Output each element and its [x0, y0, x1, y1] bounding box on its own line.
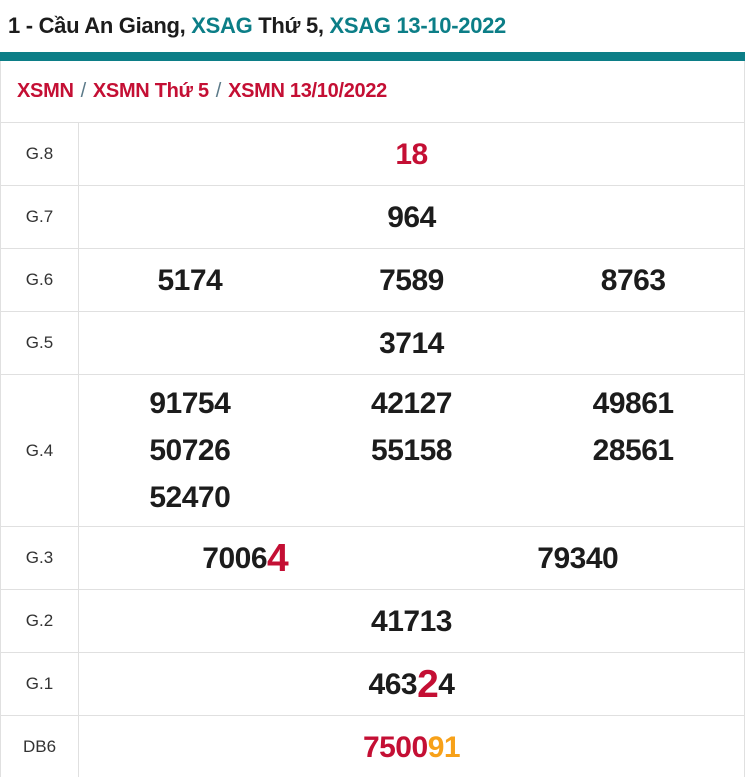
number-part: 50726 — [149, 434, 231, 467]
prize-label: G.3 — [1, 527, 79, 589]
number-part: 7589 — [379, 263, 444, 297]
prize-row: G.1 46324 — [1, 653, 744, 716]
number-part: 91754 — [149, 387, 231, 420]
prize-label: G.1 — [1, 653, 79, 715]
breadcrumb-link[interactable]: XSMN 13/10/2022 — [228, 80, 388, 102]
prize-number: 70064 — [79, 535, 412, 582]
number-part: 7006 — [202, 541, 268, 575]
prize-row: G.4 91754 42127 49861 50726 55158 28561 52470 — [1, 375, 744, 527]
teal-divider-bar — [0, 52, 745, 61]
number-part: 91 — [427, 730, 461, 764]
prize-number: 41713 — [79, 598, 744, 645]
prize-row: G.8 18 — [1, 123, 744, 186]
number-part: 4 — [438, 667, 455, 701]
number-part: 55158 — [371, 434, 452, 467]
breadcrumb-separator: / — [215, 80, 222, 102]
prize-label: G.4 — [1, 375, 79, 526]
prize-label: G.8 — [1, 123, 79, 185]
lottery-results-table: G.8 18 G.7 964 G.6 5174 7589 8763 G.5 3714 G.4 9175… — [1, 122, 744, 777]
number-part: 79340 — [537, 541, 619, 575]
prize-values: 18 — [79, 123, 744, 185]
breadcrumb: XSMN / XSMN Thứ 5/XSMN 13/10/2022 — [1, 61, 744, 122]
highlighted-digit: 2 — [417, 662, 439, 706]
number-part: 3714 — [379, 326, 444, 360]
breadcrumb-link[interactable]: XSMN Thứ 5 — [92, 80, 209, 102]
number-part: 28561 — [592, 434, 674, 467]
prize-number: 79340 — [412, 535, 745, 582]
prize-number: 55158 — [301, 427, 523, 474]
title-link[interactable]: XSAG 13-10-2022 — [329, 13, 507, 38]
prize-number: 5174 — [79, 257, 301, 304]
prize-number: 7589 — [301, 257, 523, 304]
number-part: 5174 — [157, 263, 223, 297]
number-part: 52470 — [149, 481, 231, 514]
prize-number: 46324 — [79, 661, 744, 708]
page-title: 1 - Cầu An Giang, XSAG Thứ 5, XSAG 13-10… — [0, 0, 745, 52]
title-text: 1 - Cầu An Giang, — [8, 13, 192, 38]
prize-number: 750091 — [79, 724, 744, 771]
prize-row: DB6 750091 — [1, 716, 744, 777]
prize-number: 28561 — [522, 427, 744, 474]
highlighted-digit: 4 — [267, 536, 289, 580]
prize-number: 964 — [79, 194, 744, 241]
prize-label: G.7 — [1, 186, 79, 248]
number-part: 8763 — [600, 263, 666, 297]
number-part: 18 — [395, 137, 428, 171]
title-link[interactable]: XSAG — [191, 13, 253, 38]
prize-values: 46324 — [79, 653, 744, 715]
number-part: 463 — [368, 667, 418, 701]
prize-row: G.5 3714 — [1, 312, 744, 375]
prize-values: 3714 — [79, 312, 744, 374]
prize-values: 750091 — [79, 716, 744, 777]
number-part: 7500 — [362, 730, 428, 764]
prize-number: 18 — [79, 131, 744, 178]
prize-label: G.5 — [1, 312, 79, 374]
title-text: Thứ 5, — [252, 13, 330, 38]
prize-values: 91754 42127 49861 50726 55158 28561 52470 — [79, 375, 744, 526]
number-part: 42127 — [371, 387, 452, 420]
prize-row: G.7 964 — [1, 186, 744, 249]
prize-label: G.6 — [1, 249, 79, 311]
prize-number: 3714 — [79, 320, 744, 367]
breadcrumb-link[interactable]: XSMN — [17, 80, 74, 102]
prize-values: 70064 79340 — [79, 527, 744, 589]
prize-number: 50726 — [79, 427, 301, 474]
breadcrumb-separator: / — [80, 80, 87, 102]
number-part: 964 — [387, 200, 436, 234]
number-part: 49861 — [592, 387, 674, 420]
prize-row: G.6 5174 7589 8763 — [1, 249, 744, 312]
prize-number: 49861 — [522, 380, 744, 427]
prize-label: DB6 — [1, 716, 79, 777]
prize-number: 91754 — [79, 380, 301, 427]
prize-values: 5174 7589 8763 — [79, 249, 744, 311]
prize-number: 8763 — [522, 257, 744, 304]
prize-values: 964 — [79, 186, 744, 248]
prize-row: G.2 41713 — [1, 590, 744, 653]
prize-number: 42127 — [301, 380, 523, 427]
number-part: 41713 — [371, 604, 452, 638]
prize-label: G.2 — [1, 590, 79, 652]
prize-values: 41713 — [79, 590, 744, 652]
results-container: XSMN / XSMN Thứ 5/XSMN 13/10/2022 G.8 18 G.7… — [0, 61, 745, 777]
prize-number: 52470 — [79, 474, 301, 521]
prize-row: G.3 70064 79340 — [1, 527, 744, 590]
